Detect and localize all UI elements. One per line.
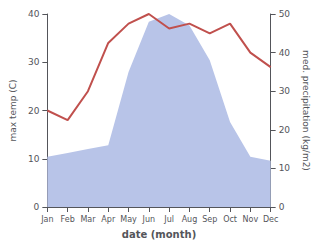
svg-text:May: May bbox=[120, 215, 137, 224]
svg-text:0: 0 bbox=[279, 202, 285, 212]
svg-text:30: 30 bbox=[279, 86, 291, 96]
svg-text:Oct: Oct bbox=[223, 215, 237, 224]
svg-text:Apr: Apr bbox=[101, 215, 116, 224]
svg-text:20: 20 bbox=[279, 125, 291, 135]
svg-text:50: 50 bbox=[279, 9, 291, 19]
svg-text:Nov: Nov bbox=[243, 215, 259, 224]
svg-text:Jan: Jan bbox=[40, 215, 53, 224]
svg-text:10: 10 bbox=[279, 163, 291, 173]
svg-text:Aug: Aug bbox=[182, 215, 198, 224]
svg-text:Sep: Sep bbox=[202, 215, 217, 224]
svg-text:20: 20 bbox=[28, 106, 40, 116]
svg-text:Mar: Mar bbox=[80, 215, 96, 224]
svg-text:40: 40 bbox=[279, 48, 291, 58]
svg-text:30: 30 bbox=[28, 57, 40, 67]
svg-text:10: 10 bbox=[28, 154, 40, 164]
svg-text:Dec: Dec bbox=[263, 215, 278, 224]
svg-text:40: 40 bbox=[28, 9, 40, 19]
svg-text:Feb: Feb bbox=[61, 215, 75, 224]
svg-text:date (month): date (month) bbox=[122, 229, 196, 240]
svg-text:0: 0 bbox=[34, 202, 40, 212]
svg-text:Jun: Jun bbox=[142, 215, 156, 224]
svg-text:med. precipitation (kg/m2): med. precipitation (kg/m2) bbox=[301, 50, 311, 171]
svg-text:max temp (C): max temp (C) bbox=[8, 79, 18, 141]
svg-text:Jul: Jul bbox=[163, 215, 174, 224]
